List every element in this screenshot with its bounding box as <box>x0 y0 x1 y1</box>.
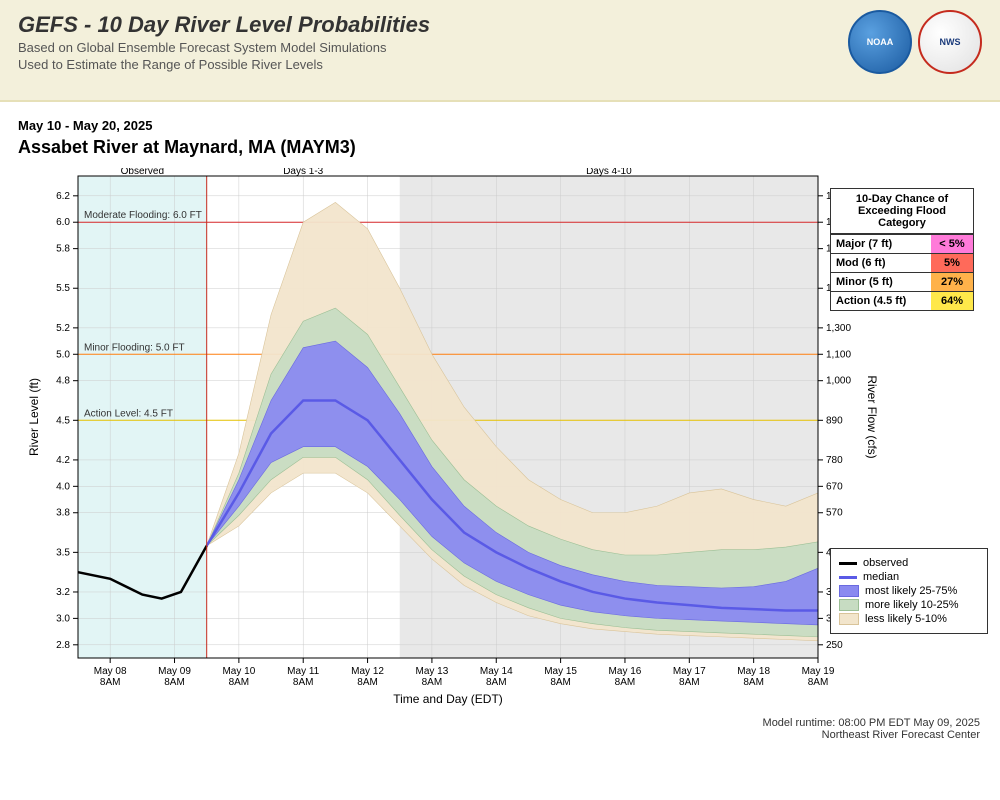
subtitle-2: Used to Estimate the Range of Possible R… <box>18 57 982 72</box>
svg-text:Minor Flooding: 5.0 FT: Minor Flooding: 5.0 FT <box>84 342 185 353</box>
svg-text:Moderate Flooding: 6.0 FT: Moderate Flooding: 6.0 FT <box>84 210 202 221</box>
svg-text:890: 890 <box>826 415 843 426</box>
svg-text:8AM: 8AM <box>357 677 378 688</box>
header-bar: GEFS - 10 Day River Level Probabilities … <box>0 0 1000 102</box>
location-title: Assabet River at Maynard, MA (MAYM3) <box>18 137 982 158</box>
svg-text:4.8: 4.8 <box>56 376 70 387</box>
svg-text:780: 780 <box>826 455 843 466</box>
svg-text:May 15: May 15 <box>544 666 577 677</box>
svg-text:May 14: May 14 <box>480 666 513 677</box>
svg-text:4.2: 4.2 <box>56 455 70 466</box>
probtable-row: Minor (5 ft)27% <box>831 272 973 291</box>
svg-text:670: 670 <box>826 481 843 492</box>
forecast-center: Northeast River Forecast Center <box>20 729 980 741</box>
svg-text:May 12: May 12 <box>351 666 384 677</box>
probtable-row: Action (4.5 ft)64% <box>831 291 973 310</box>
svg-text:May 11: May 11 <box>287 666 319 677</box>
svg-text:8AM: 8AM <box>808 677 829 688</box>
svg-text:May 09: May 09 <box>158 666 191 677</box>
svg-text:1,000: 1,000 <box>826 376 851 387</box>
svg-text:2.8: 2.8 <box>56 640 70 651</box>
subtitle-1: Based on Global Ensemble Forecast System… <box>18 40 982 55</box>
svg-text:River Flow (cfs): River Flow (cfs) <box>865 375 879 458</box>
nws-logo-icon: NWS <box>918 10 982 74</box>
svg-text:May 16: May 16 <box>609 666 642 677</box>
svg-text:5.8: 5.8 <box>56 244 70 255</box>
page-title: GEFS - 10 Day River Level Probabilities <box>18 12 982 38</box>
svg-text:8AM: 8AM <box>615 677 636 688</box>
svg-text:May 10: May 10 <box>222 666 255 677</box>
legend-item: most likely 25-75% <box>839 585 979 597</box>
svg-text:5.5: 5.5 <box>56 283 70 294</box>
svg-text:8AM: 8AM <box>550 677 571 688</box>
svg-text:5.0: 5.0 <box>56 349 70 360</box>
svg-text:250: 250 <box>826 640 843 651</box>
svg-text:1,300: 1,300 <box>826 323 851 334</box>
legend-item: less likely 5-10% <box>839 613 979 625</box>
logo-group: NOAA NWS <box>848 10 982 74</box>
svg-text:3.0: 3.0 <box>56 613 70 624</box>
svg-text:4.0: 4.0 <box>56 481 70 492</box>
svg-text:May 13: May 13 <box>416 666 449 677</box>
svg-text:8AM: 8AM <box>486 677 507 688</box>
legend-item: median <box>839 571 979 583</box>
svg-text:3.8: 3.8 <box>56 508 70 519</box>
probtable-row: Mod (6 ft)5% <box>831 253 973 272</box>
svg-text:Time and Day (EDT): Time and Day (EDT) <box>393 692 503 706</box>
probtable-row: Major (7 ft)< 5% <box>831 234 973 253</box>
noaa-logo-icon: NOAA <box>848 10 912 74</box>
probability-table: 10-Day Chance of Exceeding Flood Categor… <box>830 188 974 311</box>
svg-text:8AM: 8AM <box>164 677 185 688</box>
svg-text:8AM: 8AM <box>679 677 700 688</box>
svg-text:May 17: May 17 <box>673 666 706 677</box>
chart-area: ObservedDays 1-3Days 4-102.83.03.23.53.8… <box>18 168 982 713</box>
footer: Model runtime: 08:00 PM EDT May 09, 2025… <box>0 713 1000 745</box>
model-runtime: Model runtime: 08:00 PM EDT May 09, 2025 <box>20 717 980 729</box>
legend-item: observed <box>839 557 979 569</box>
probtable-title: 10-Day Chance of Exceeding Flood Categor… <box>831 189 973 234</box>
svg-text:8AM: 8AM <box>100 677 121 688</box>
date-range: May 10 - May 20, 2025 <box>18 118 982 133</box>
legend-item: more likely 10-25% <box>839 599 979 611</box>
svg-text:River Level (ft): River Level (ft) <box>27 378 41 456</box>
svg-text:8AM: 8AM <box>422 677 443 688</box>
svg-text:May 19: May 19 <box>802 666 835 677</box>
svg-text:6.2: 6.2 <box>56 191 70 202</box>
svg-text:8AM: 8AM <box>743 677 764 688</box>
svg-text:8AM: 8AM <box>293 677 314 688</box>
svg-text:Action Level: 4.5 FT: Action Level: 4.5 FT <box>84 408 173 419</box>
svg-text:570: 570 <box>826 508 843 519</box>
svg-text:May 18: May 18 <box>737 666 770 677</box>
svg-text:3.2: 3.2 <box>56 587 70 598</box>
svg-text:6.0: 6.0 <box>56 217 70 228</box>
svg-text:5.2: 5.2 <box>56 323 70 334</box>
svg-text:8AM: 8AM <box>229 677 250 688</box>
svg-text:1,100: 1,100 <box>826 349 851 360</box>
chart-legend: observed median most likely 25-75% more lik… <box>830 548 988 634</box>
svg-text:3.5: 3.5 <box>56 547 70 558</box>
svg-text:4.5: 4.5 <box>56 415 70 426</box>
svg-text:May 08: May 08 <box>94 666 127 677</box>
